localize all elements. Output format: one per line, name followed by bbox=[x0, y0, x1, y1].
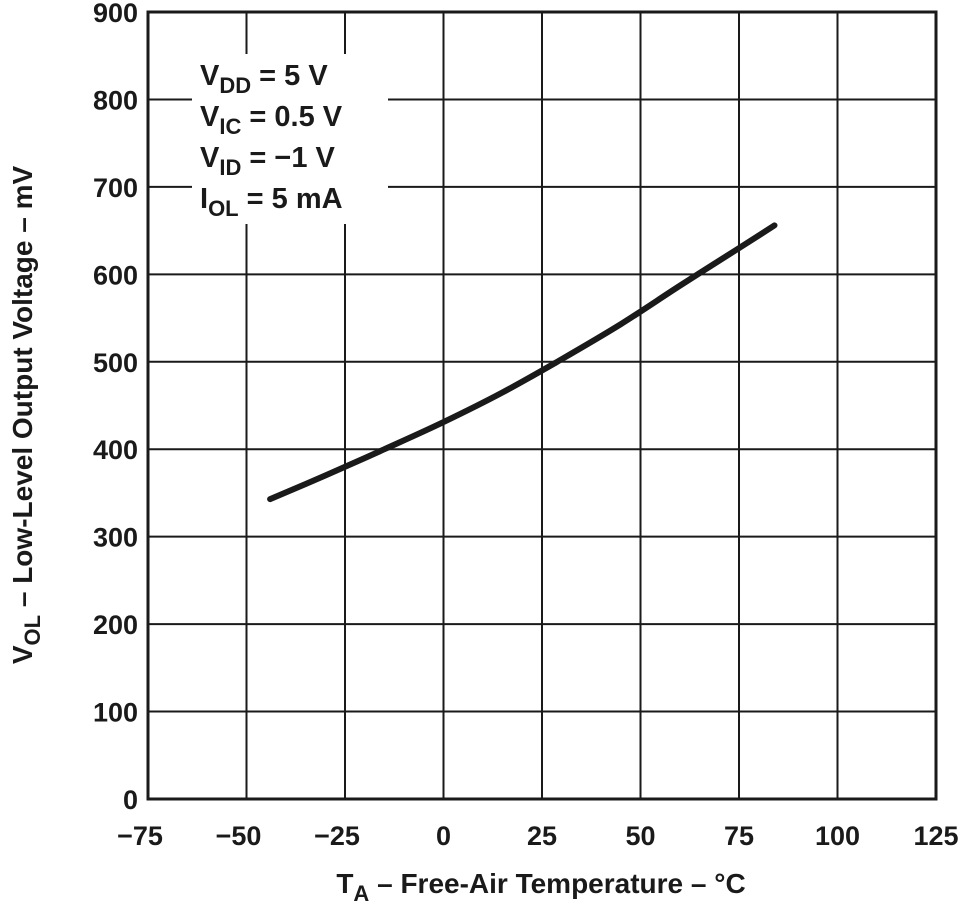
x-tick-label: 100 bbox=[815, 821, 860, 851]
y-tick-label: 600 bbox=[93, 260, 138, 290]
x-tick-label: −50 bbox=[216, 821, 262, 851]
y-tick-label: 200 bbox=[93, 610, 138, 640]
y-axis-label: VOL – Low-Level Output Voltage – mV bbox=[7, 166, 45, 665]
y-tick-label: 700 bbox=[93, 173, 138, 203]
grid bbox=[148, 12, 936, 799]
y-tick-label: 400 bbox=[93, 435, 138, 465]
x-tick-label: 125 bbox=[913, 821, 958, 851]
y-tick-label: 300 bbox=[93, 523, 138, 553]
x-tick-label: 0 bbox=[436, 821, 451, 851]
y-tick-label: 100 bbox=[93, 698, 138, 728]
condition-vdd: VDD = 5 V bbox=[200, 60, 328, 98]
y-tick-label: 800 bbox=[93, 85, 138, 115]
x-axis-label: TA – Free-Air Temperature – °C bbox=[336, 868, 745, 905]
conditions-box-background bbox=[192, 54, 388, 224]
x-tick-label: 75 bbox=[724, 821, 754, 851]
x-tick-label: 25 bbox=[527, 821, 557, 851]
series-line-0 bbox=[267, 222, 778, 503]
condition-vic: VIC = 0.5 V bbox=[200, 101, 343, 139]
y-tick-label: 500 bbox=[93, 348, 138, 378]
x-tick-label: −75 bbox=[117, 821, 163, 851]
plot-frame bbox=[146, 10, 938, 801]
x-tick-label: −25 bbox=[314, 821, 360, 851]
y-tick-labels: 0 100 200 300 400 500 600 700 800 900 bbox=[93, 0, 138, 815]
y-tick-label: 900 bbox=[93, 0, 138, 28]
conditions-box: VDD = 5 V VIC = 0.5 V VID = −1 V IOL = 5… bbox=[192, 54, 388, 224]
x-tick-labels: −75 −50 −25 0 25 50 75 100 125 bbox=[117, 821, 958, 851]
x-tick-label: 50 bbox=[625, 821, 655, 851]
y-tick-label: 0 bbox=[123, 785, 138, 815]
series-layer bbox=[267, 222, 778, 503]
condition-vid: VID = −1 V bbox=[200, 142, 336, 180]
condition-iol: IOL = 5 mA bbox=[200, 183, 343, 221]
